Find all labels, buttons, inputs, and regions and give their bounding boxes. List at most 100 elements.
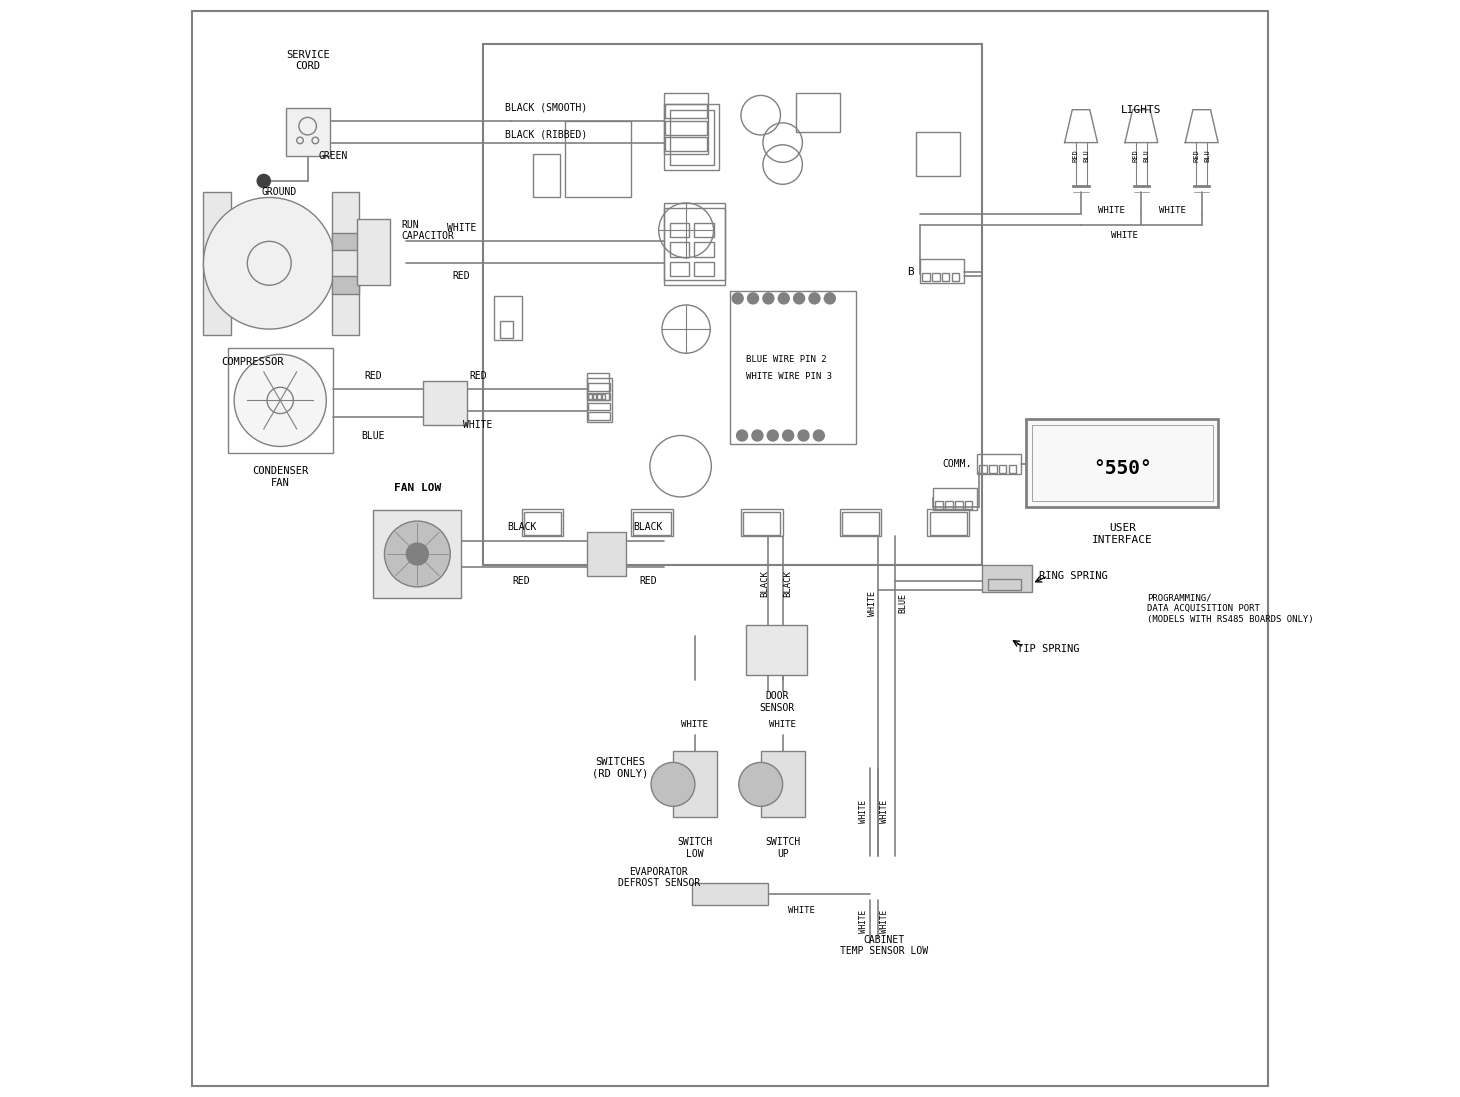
Bar [664,208,724,285]
Text: GREEN: GREEN [318,150,347,161]
Bar [588,393,610,400]
Text: WHITE: WHITE [682,720,708,728]
Circle shape [733,293,743,304]
Bar [358,219,390,285]
Text: BLACK: BLACK [784,570,793,597]
Bar [521,509,564,536]
Bar [983,565,1032,592]
Text: RUN
CAPACITOR: RUN CAPACITOR [402,219,454,241]
Bar [945,501,953,509]
Bar [631,509,673,536]
Bar [203,192,231,335]
Bar [920,259,964,283]
Bar [670,110,714,165]
Bar [670,262,689,276]
Circle shape [257,174,270,188]
Text: CABINET
TEMP SENSOR LOW: CABINET TEMP SENSOR LOW [839,935,927,957]
Text: RED: RED [512,576,530,587]
Bar [936,501,943,509]
Circle shape [406,543,428,565]
Text: RED: RED [639,576,657,587]
Bar [597,394,600,399]
Text: BLUE: BLUE [362,430,385,441]
Bar [588,403,610,410]
Text: USER
INTERFACE: USER INTERFACE [1092,523,1153,545]
Bar [331,192,359,335]
Bar [930,512,967,535]
Text: BLACK: BLACK [761,570,769,597]
Circle shape [651,762,695,806]
Bar [664,93,708,154]
Circle shape [794,293,804,304]
Text: WHITE: WHITE [869,591,877,615]
Text: WHITE: WHITE [463,419,492,430]
Text: BLACK: BLACK [634,521,663,532]
Circle shape [737,430,748,441]
Bar [796,93,839,132]
Circle shape [783,430,794,441]
Text: COMM.: COMM. [942,459,971,470]
Bar [666,121,707,135]
Bar [965,501,972,509]
Text: SWITCH
LOW: SWITCH LOW [677,837,712,859]
Text: BLACK: BLACK [507,521,536,532]
Bar [666,137,707,151]
Text: TIP SPRING: TIP SPRING [1018,644,1080,655]
Bar [839,509,882,536]
Bar [931,273,940,281]
Bar [980,465,987,473]
Text: BLU: BLU [1143,149,1150,162]
Text: WHITE: WHITE [880,909,889,934]
Bar [1026,419,1218,507]
Text: WHITE: WHITE [447,223,476,234]
Text: SERVICE
CORD: SERVICE CORD [286,49,330,71]
Bar [761,751,804,817]
Text: BLUE WIRE PIN 2: BLUE WIRE PIN 2 [746,355,826,364]
Bar [917,132,961,176]
Bar [533,154,561,197]
Bar [952,273,959,281]
Bar [588,394,591,399]
Text: RED: RED [453,271,470,282]
Bar [694,223,714,237]
Circle shape [384,521,450,587]
Bar [286,108,330,156]
Circle shape [203,197,336,329]
Text: BLU: BLU [1083,149,1089,162]
Text: CONDENSER
FAN: CONDENSER FAN [253,466,308,488]
Bar [692,883,768,905]
Text: EVAPORATOR
DEFROST SENSOR: EVAPORATOR DEFROST SENSOR [618,867,699,889]
Circle shape [748,293,759,304]
Text: RED: RED [1133,149,1139,162]
Bar [673,751,717,817]
Circle shape [778,293,790,304]
Circle shape [809,293,821,304]
Bar [664,104,718,170]
Bar [988,579,1021,590]
Bar [483,44,983,565]
Circle shape [799,430,809,441]
Bar [331,233,359,250]
Bar [933,488,977,510]
Bar [988,465,997,473]
Text: BLACK (SMOOTH): BLACK (SMOOTH) [505,102,587,113]
Text: BLU: BLU [1204,149,1210,162]
Bar [423,381,467,425]
Bar [742,509,783,536]
Bar [565,121,631,197]
Bar [587,373,609,400]
Bar [999,465,1006,473]
Text: B: B [908,267,914,278]
Text: °550°: °550° [1094,459,1152,478]
Circle shape [825,293,835,304]
Bar [588,412,610,420]
Bar [942,273,949,281]
Text: GROUND: GROUND [261,186,296,197]
Text: SWITCH
UP: SWITCH UP [765,837,800,859]
Bar [587,378,612,422]
Bar [670,242,689,257]
Bar [1009,465,1016,473]
Text: RING SPRING: RING SPRING [1040,570,1108,581]
Bar [587,532,626,576]
Text: WHITE: WHITE [860,800,869,824]
